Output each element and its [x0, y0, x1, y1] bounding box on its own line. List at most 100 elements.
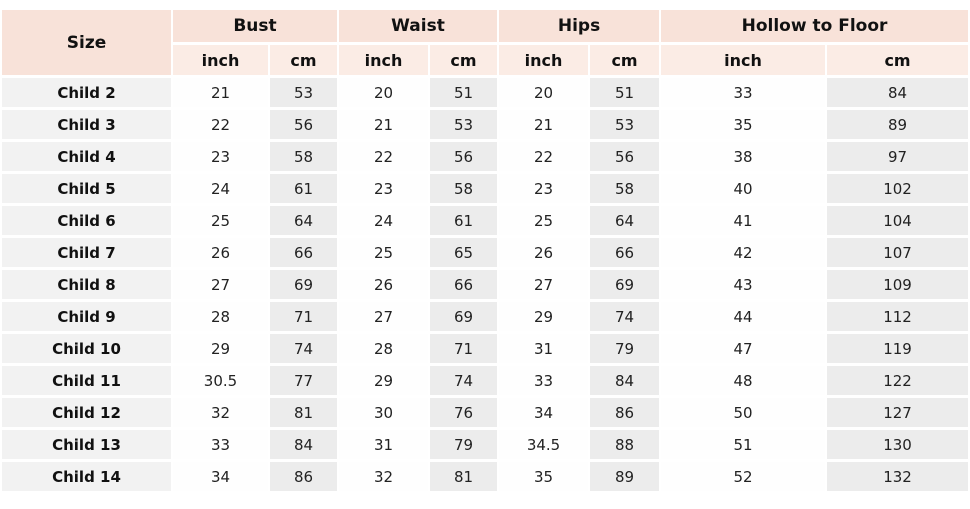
table-row: Child 2 21 53 20 51 20 51 33 84	[2, 78, 969, 107]
cm-value-cell: 53	[270, 78, 337, 107]
table-row: Child 5 24 61 23 58 23 58 40 102	[2, 174, 969, 203]
cm-value-cell: 104	[827, 206, 969, 235]
inch-value-cell: 26	[499, 238, 589, 267]
inch-value-cell: 20	[339, 78, 428, 107]
cm-value-cell: 69	[430, 302, 498, 331]
cm-value-cell: 81	[270, 398, 337, 427]
cm-value-cell: 77	[270, 366, 337, 395]
inch-value-cell: 41	[661, 206, 826, 235]
group-header-hips: Hips	[499, 10, 660, 42]
cm-value-cell: 122	[827, 366, 969, 395]
inch-value-cell: 22	[339, 142, 428, 171]
cm-value-cell: 56	[430, 142, 498, 171]
cm-value-cell: 89	[590, 462, 660, 491]
table-row: Child 12 32 81 30 76 34 86 50 127	[2, 398, 969, 427]
size-label-cell: Child 8	[2, 270, 171, 299]
cm-value-cell: 79	[430, 430, 498, 459]
inch-value-cell: 43	[661, 270, 826, 299]
cm-value-cell: 51	[430, 78, 498, 107]
inch-value-cell: 22	[173, 110, 268, 139]
inch-value-cell: 27	[499, 270, 589, 299]
cm-value-cell: 61	[430, 206, 498, 235]
cm-value-cell: 89	[827, 110, 969, 139]
unit-header-hollow-cm: cm	[827, 45, 969, 75]
inch-value-cell: 32	[173, 398, 268, 427]
cm-value-cell: 58	[590, 174, 660, 203]
size-chart: Size Bust Waist Hips Hollow to Floor inc…	[2, 10, 969, 491]
inch-value-cell: 21	[173, 78, 268, 107]
inch-value-cell: 27	[339, 302, 428, 331]
cm-value-cell: 74	[270, 334, 337, 363]
inch-value-cell: 23	[499, 174, 589, 203]
table-row: Child 7 26 66 25 65 26 66 42 107	[2, 238, 969, 267]
cm-value-cell: 86	[270, 462, 337, 491]
cm-value-cell: 64	[270, 206, 337, 235]
cm-value-cell: 65	[430, 238, 498, 267]
inch-value-cell: 24	[173, 174, 268, 203]
cm-value-cell: 53	[430, 110, 498, 139]
inch-value-cell: 35	[499, 462, 589, 491]
inch-value-cell: 21	[339, 110, 428, 139]
unit-header-bust-cm: cm	[270, 45, 337, 75]
size-label-cell: Child 13	[2, 430, 171, 459]
inch-value-cell: 38	[661, 142, 826, 171]
inch-value-cell: 48	[661, 366, 826, 395]
cm-value-cell: 71	[270, 302, 337, 331]
inch-value-cell: 25	[339, 238, 428, 267]
size-label-cell: Child 10	[2, 334, 171, 363]
unit-header-waist-inch: inch	[339, 45, 428, 75]
inch-value-cell: 29	[173, 334, 268, 363]
cm-value-cell: 76	[430, 398, 498, 427]
inch-value-cell: 32	[339, 462, 428, 491]
table-row: Child 6 25 64 24 61 25 64 41 104	[2, 206, 969, 235]
inch-value-cell: 33	[173, 430, 268, 459]
cm-value-cell: 56	[270, 110, 337, 139]
inch-value-cell: 29	[499, 302, 589, 331]
inch-value-cell: 33	[661, 78, 826, 107]
cm-value-cell: 66	[430, 270, 498, 299]
inch-value-cell: 30	[339, 398, 428, 427]
group-header-row: Size Bust Waist Hips Hollow to Floor	[2, 10, 969, 75]
inch-value-cell: 29	[339, 366, 428, 395]
table-row: Child 14 34 86 32 81 35 89 52 132	[2, 462, 969, 491]
inch-value-cell: 33	[499, 366, 589, 395]
unit-header-row: inch cm inch cm inch cm inch cm	[2, 45, 969, 75]
inch-value-cell: 25	[499, 206, 589, 235]
size-label-cell: Child 7	[2, 238, 171, 267]
cm-value-cell: 71	[430, 334, 498, 363]
table-body: Child 2 21 53 20 51 20 51 33 84 Child 3 22 56 21 53 21…	[2, 78, 969, 491]
cm-value-cell: 66	[590, 238, 660, 267]
table-row: Child 11 30.5 77 29 74 33 84 48 122	[2, 366, 969, 395]
cm-value-cell: 79	[590, 334, 660, 363]
cm-value-cell: 112	[827, 302, 969, 331]
inch-value-cell: 51	[661, 430, 826, 459]
cm-value-cell: 88	[590, 430, 660, 459]
cm-value-cell: 97	[827, 142, 969, 171]
cm-value-cell: 130	[827, 430, 969, 459]
cm-value-cell: 119	[827, 334, 969, 363]
cm-value-cell: 56	[590, 142, 660, 171]
inch-value-cell: 47	[661, 334, 826, 363]
inch-value-cell: 44	[661, 302, 826, 331]
inch-value-cell: 31	[499, 334, 589, 363]
cm-value-cell: 86	[590, 398, 660, 427]
cm-value-cell: 107	[827, 238, 969, 267]
size-label-cell: Child 5	[2, 174, 171, 203]
inch-value-cell: 20	[499, 78, 589, 107]
inch-value-cell: 23	[339, 174, 428, 203]
group-header-hollow-to-floor: Hollow to Floor	[661, 10, 969, 42]
group-header-waist: Waist	[339, 10, 498, 42]
cm-value-cell: 69	[270, 270, 337, 299]
table-row: Child 4 23 58 22 56 22 56 38 97	[2, 142, 969, 171]
size-label-cell: Child 3	[2, 110, 171, 139]
group-header-bust: Bust	[173, 10, 337, 42]
inch-value-cell: 34	[499, 398, 589, 427]
size-label-cell: Child 6	[2, 206, 171, 235]
table-row: Child 9 28 71 27 69 29 74 44 112	[2, 302, 969, 331]
cm-value-cell: 74	[590, 302, 660, 331]
inch-value-cell: 35	[661, 110, 826, 139]
cm-value-cell: 109	[827, 270, 969, 299]
inch-value-cell: 50	[661, 398, 826, 427]
cm-value-cell: 64	[590, 206, 660, 235]
unit-header-hollow-inch: inch	[661, 45, 826, 75]
